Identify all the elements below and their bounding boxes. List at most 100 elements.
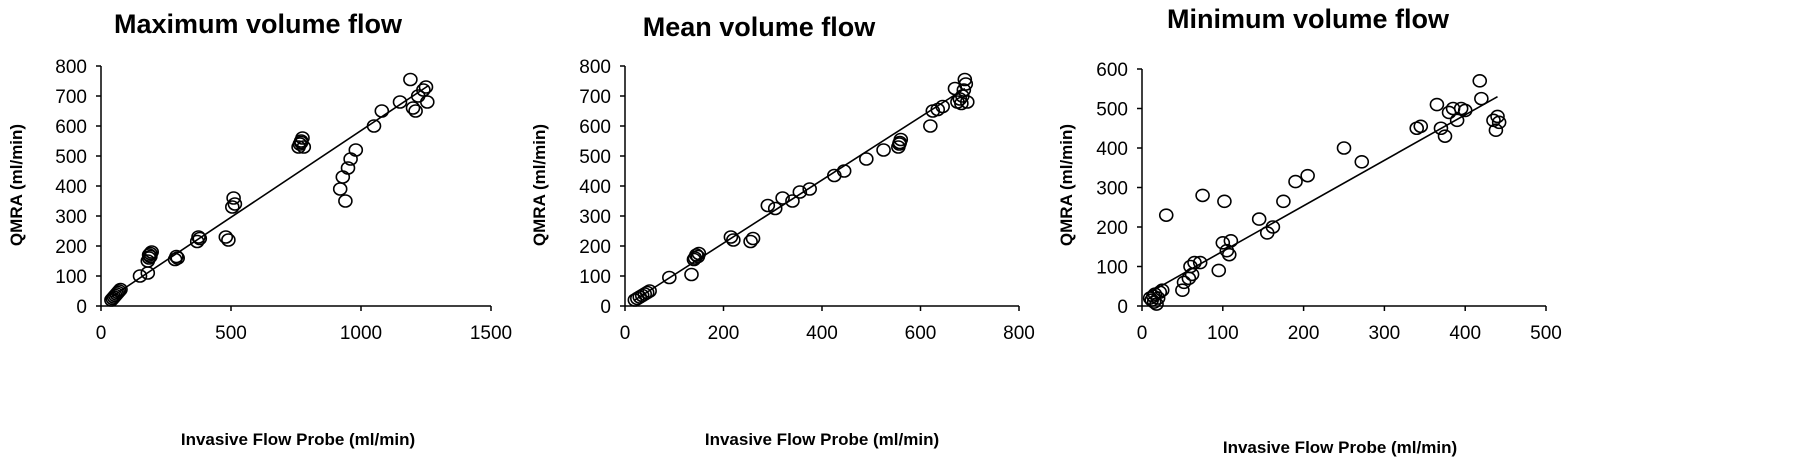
data-point xyxy=(859,152,874,166)
data-point xyxy=(691,246,707,261)
data-point xyxy=(785,194,800,208)
x-tick-label: 400 xyxy=(806,323,838,344)
data-point xyxy=(1150,291,1166,305)
data-point xyxy=(1336,141,1352,155)
y-tick-label: 0 xyxy=(76,297,87,318)
data-point xyxy=(332,182,348,196)
y-axis-label: QMRA (ml/min) xyxy=(1057,124,1076,246)
axes: 0 200 400 600 800 0 100 200 300 400 500 600 700 800 xyxy=(579,57,1035,344)
data-point xyxy=(958,77,974,91)
y-tick-label: 700 xyxy=(55,87,87,108)
data-point xyxy=(1211,263,1227,278)
y-tick-label: 400 xyxy=(1096,139,1128,160)
data-point xyxy=(110,285,126,300)
y-tick-label: 600 xyxy=(55,117,87,138)
data-point xyxy=(1176,275,1192,290)
data-point xyxy=(1221,247,1237,262)
y-tick-label: 100 xyxy=(1096,258,1128,279)
y-tick-label: 500 xyxy=(1096,100,1128,121)
y-tick-label: 500 xyxy=(55,147,87,168)
data-point xyxy=(639,285,655,300)
data-point xyxy=(169,249,184,264)
data-point xyxy=(1457,103,1473,118)
data-point xyxy=(1472,74,1488,88)
data-point xyxy=(1429,97,1445,112)
data-point xyxy=(348,143,364,157)
y-tick-label: 300 xyxy=(1096,179,1128,200)
y-tick-label: 300 xyxy=(55,207,87,228)
x-axis-label: Invasive Flow Probe (ml/min) xyxy=(1223,438,1457,457)
data-point xyxy=(1300,168,1315,183)
data-point xyxy=(1433,121,1449,136)
data-point xyxy=(745,231,761,246)
data-point xyxy=(416,83,431,97)
data-point xyxy=(876,143,891,157)
data-point xyxy=(374,104,390,118)
data-point xyxy=(1195,188,1210,203)
x-tick-label: 0 xyxy=(96,323,107,344)
y-tick-label: 700 xyxy=(579,87,611,108)
data-point xyxy=(392,95,408,109)
y-tick-label: 600 xyxy=(579,117,611,138)
data-point xyxy=(1223,234,1239,248)
data-point xyxy=(802,182,817,196)
trendline-layer xyxy=(1149,95,1498,293)
data-point xyxy=(723,230,739,244)
y-axis-label: QMRA (ml/min) xyxy=(7,124,26,246)
y-tick-label: 200 xyxy=(579,237,611,258)
chart-title: Minimum volume flow xyxy=(1167,4,1450,34)
data-point xyxy=(836,164,852,178)
data-point xyxy=(170,251,185,265)
data-point xyxy=(954,96,969,111)
axes: 0 100 200 300 400 500 0 100 200 300 400 500 600 xyxy=(1096,60,1562,344)
data-point xyxy=(1251,212,1267,226)
x-tick-label: 200 xyxy=(708,323,740,344)
data-point xyxy=(109,287,124,301)
data-point xyxy=(1449,113,1465,128)
data-point xyxy=(192,231,208,246)
data-point xyxy=(959,95,975,109)
x-tick-label: 200 xyxy=(1288,323,1320,344)
x-tick-label: 1000 xyxy=(340,323,382,344)
x-tick-label: 500 xyxy=(215,323,247,344)
chart-panel-mean-volume-flow: Mean volume flow Invasive Flow Probe (ml… xyxy=(530,12,1035,449)
data-point xyxy=(1184,267,1200,282)
x-tick-label: 0 xyxy=(1137,323,1148,344)
data-point xyxy=(923,119,938,133)
chart-title: Mean volume flow xyxy=(643,12,877,42)
data-point xyxy=(792,185,808,199)
data-point xyxy=(743,234,758,249)
data-point xyxy=(225,200,240,214)
trendline xyxy=(634,87,966,301)
y-tick-label: 500 xyxy=(579,147,611,168)
data-point xyxy=(418,80,434,94)
data-point xyxy=(684,267,699,282)
data-point xyxy=(935,99,950,114)
y-tick-label: 100 xyxy=(55,267,87,288)
y-tick-label: 0 xyxy=(600,297,611,318)
data-point xyxy=(892,137,907,151)
data-point xyxy=(293,135,309,150)
data-point xyxy=(1413,119,1429,134)
data-point xyxy=(141,248,157,262)
x-tick-label: 1500 xyxy=(470,323,512,344)
data-point xyxy=(132,269,148,283)
trendline xyxy=(1149,95,1498,293)
y-tick-label: 800 xyxy=(579,57,611,78)
y-tick-label: 400 xyxy=(579,177,611,198)
data-point xyxy=(1158,208,1174,222)
data-point xyxy=(218,230,234,244)
x-tick-label: 600 xyxy=(905,323,937,344)
x-tick-label: 100 xyxy=(1207,323,1239,344)
y-tick-label: 800 xyxy=(55,57,87,78)
x-tick-label: 400 xyxy=(1449,323,1481,344)
data-point xyxy=(335,170,351,184)
data-point xyxy=(1437,129,1453,143)
data-point xyxy=(340,161,356,175)
data-point xyxy=(113,282,128,297)
data-point xyxy=(403,72,418,87)
y-tick-label: 0 xyxy=(1117,297,1128,318)
chart-panel-maximum-volume-flow: Maximum volume flow Invasive Flow Probe … xyxy=(7,9,512,449)
data-point xyxy=(760,198,776,213)
